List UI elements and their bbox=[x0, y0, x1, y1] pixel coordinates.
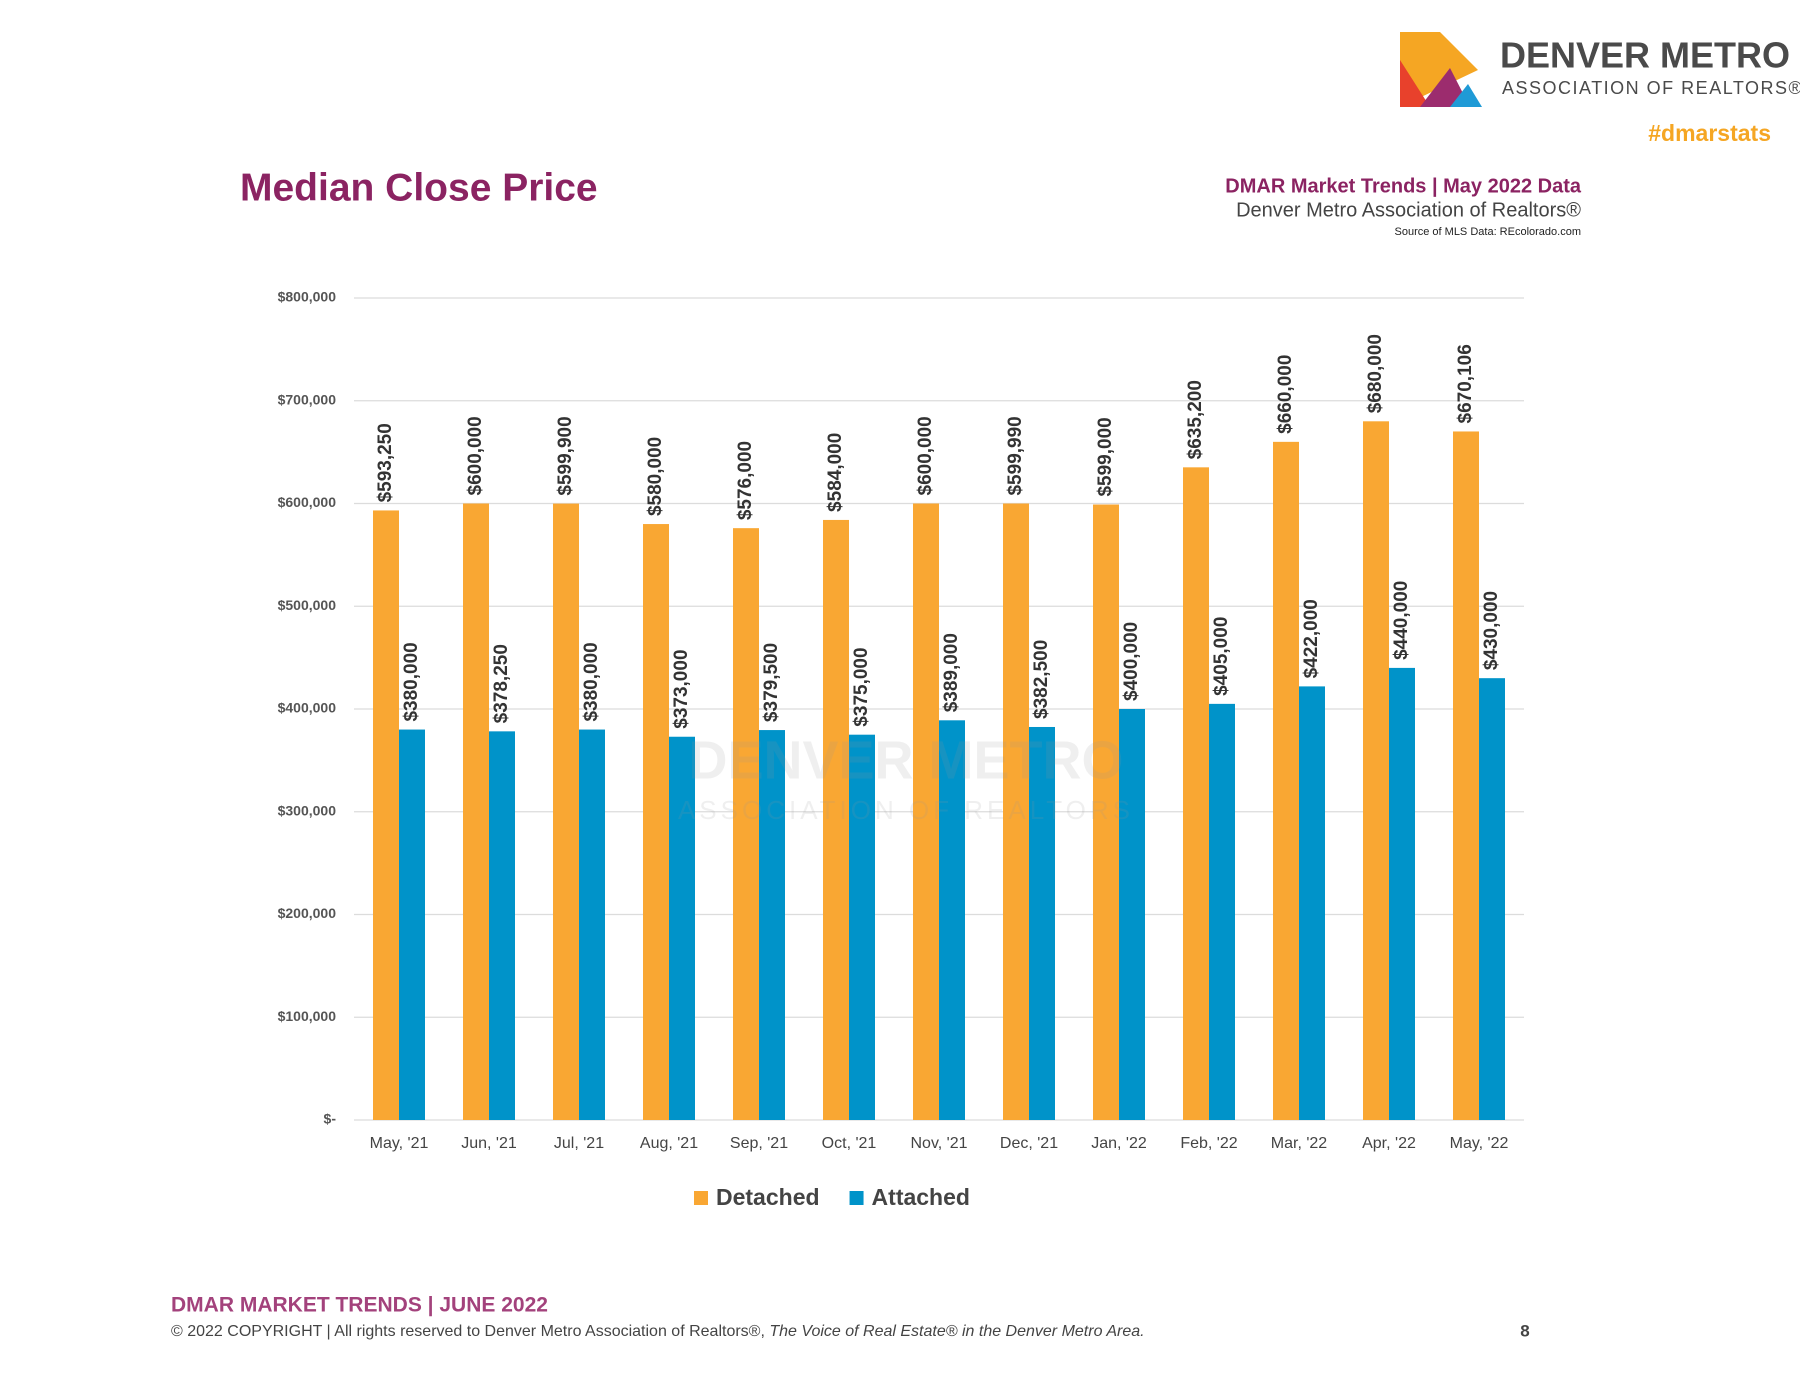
value-label: $378,250 bbox=[491, 644, 512, 723]
x-tick-label: Oct, '21 bbox=[822, 1135, 877, 1152]
bar bbox=[913, 503, 939, 1120]
bar bbox=[1119, 709, 1145, 1120]
value-label: $379,500 bbox=[761, 643, 782, 722]
y-tick-label: $400,000 bbox=[278, 700, 337, 716]
x-tick-label: Feb, '22 bbox=[1180, 1135, 1237, 1152]
value-label: $584,000 bbox=[825, 433, 846, 512]
bar bbox=[1389, 667, 1415, 1120]
bar bbox=[1029, 726, 1055, 1120]
value-label: $635,200 bbox=[1185, 380, 1206, 459]
value-label: $580,000 bbox=[645, 437, 666, 516]
logo-title: DENVER METRO bbox=[1500, 35, 1790, 76]
copyright: © 2022 COPYRIGHT | All rights reserved t… bbox=[171, 1323, 1145, 1340]
x-tick-label: Jul, '21 bbox=[554, 1135, 604, 1152]
bar bbox=[1299, 686, 1325, 1120]
y-tick-label: $- bbox=[324, 1111, 337, 1127]
bar bbox=[1453, 431, 1479, 1121]
watermark: ASSOCIATION OF REALTORS bbox=[678, 795, 1134, 825]
value-label: $599,000 bbox=[1095, 417, 1116, 496]
bar bbox=[1093, 504, 1119, 1121]
value-label: $670,106 bbox=[1455, 344, 1476, 423]
x-tick-label: Jun, '21 bbox=[461, 1135, 517, 1152]
bar bbox=[849, 734, 875, 1120]
source: Source of MLS Data: REcolorado.com bbox=[1395, 226, 1581, 238]
bar bbox=[553, 503, 579, 1120]
y-tick-label: $700,000 bbox=[278, 391, 337, 407]
value-label: $600,000 bbox=[465, 416, 486, 495]
bar bbox=[399, 729, 425, 1120]
value-label: $382,500 bbox=[1031, 640, 1052, 719]
bar bbox=[1273, 441, 1299, 1121]
y-tick-label: $500,000 bbox=[278, 597, 337, 613]
logo-subtitle: ASSOCIATION OF REALTORS® bbox=[1502, 78, 1800, 98]
watermark: DENVER METRO bbox=[688, 730, 1123, 790]
value-label: $593,250 bbox=[375, 423, 396, 502]
x-tick-label: Dec, '21 bbox=[1000, 1135, 1058, 1152]
y-tick-label: $600,000 bbox=[278, 494, 337, 510]
legend-label: Detached bbox=[716, 1184, 820, 1210]
x-tick-label: Nov, '21 bbox=[910, 1135, 967, 1152]
value-label: $599,900 bbox=[555, 416, 576, 495]
x-tick-label: Jan, '22 bbox=[1091, 1135, 1147, 1152]
page-number: 8 bbox=[1520, 1321, 1529, 1340]
chart-title: Median Close Price bbox=[240, 166, 598, 209]
hashtag: #dmarstats bbox=[1648, 120, 1771, 146]
bar bbox=[489, 731, 515, 1120]
value-label: $380,000 bbox=[401, 642, 422, 721]
bar bbox=[669, 736, 695, 1120]
bar bbox=[373, 510, 399, 1120]
legend-label: Attached bbox=[872, 1184, 970, 1210]
bar bbox=[643, 524, 669, 1120]
value-label: $680,000 bbox=[1365, 334, 1386, 413]
x-tick-label: Apr, '22 bbox=[1362, 1135, 1416, 1152]
value-label: $430,000 bbox=[1481, 591, 1502, 670]
value-label: $576,000 bbox=[735, 441, 756, 520]
value-label: $375,000 bbox=[851, 647, 872, 726]
value-label: $600,000 bbox=[915, 416, 936, 495]
y-tick-label: $800,000 bbox=[278, 289, 337, 305]
tagline: The Voice of Real Estate® in the Denver … bbox=[769, 1323, 1144, 1340]
x-tick-label: May, '21 bbox=[370, 1135, 429, 1152]
value-label: $440,000 bbox=[1391, 581, 1412, 660]
value-label: $389,000 bbox=[941, 633, 962, 712]
bar bbox=[759, 730, 785, 1120]
x-tick-label: Mar, '22 bbox=[1271, 1135, 1328, 1152]
value-label: $380,000 bbox=[581, 642, 602, 721]
bar bbox=[1183, 467, 1209, 1120]
x-tick-label: May, '22 bbox=[1450, 1135, 1509, 1152]
report-title: DMAR Market Trends | May 2022 Data bbox=[1225, 175, 1582, 197]
x-tick-label: Sep, '21 bbox=[730, 1135, 788, 1152]
bar bbox=[1209, 703, 1235, 1120]
y-tick-label: $300,000 bbox=[278, 802, 337, 818]
bar bbox=[463, 503, 489, 1120]
legend-swatch bbox=[694, 1191, 708, 1205]
footer-title: DMAR MARKET TRENDS | JUNE 2022 bbox=[171, 1294, 548, 1317]
bar bbox=[1363, 421, 1389, 1120]
value-label: $400,000 bbox=[1121, 622, 1142, 701]
bar bbox=[823, 519, 849, 1120]
bar bbox=[579, 729, 605, 1120]
value-label: $660,000 bbox=[1275, 355, 1296, 434]
copyright-text: © 2022 COPYRIGHT | All rights reserved t… bbox=[171, 1323, 769, 1340]
y-tick-label: $200,000 bbox=[278, 905, 337, 921]
value-label: $422,000 bbox=[1301, 599, 1322, 678]
bar bbox=[1003, 503, 1029, 1121]
x-tick-label: Aug, '21 bbox=[640, 1135, 698, 1152]
value-label: $373,000 bbox=[671, 649, 692, 728]
report-org: Denver Metro Association of Realtors® bbox=[1236, 199, 1581, 221]
value-label: $599,990 bbox=[1005, 416, 1026, 495]
value-label: $405,000 bbox=[1211, 617, 1232, 696]
logo-icon bbox=[1400, 32, 1482, 107]
y-tick-label: $100,000 bbox=[278, 1008, 337, 1024]
legend-swatch bbox=[849, 1191, 864, 1205]
bar bbox=[733, 528, 759, 1120]
bar bbox=[1479, 678, 1505, 1120]
bar bbox=[939, 720, 965, 1120]
